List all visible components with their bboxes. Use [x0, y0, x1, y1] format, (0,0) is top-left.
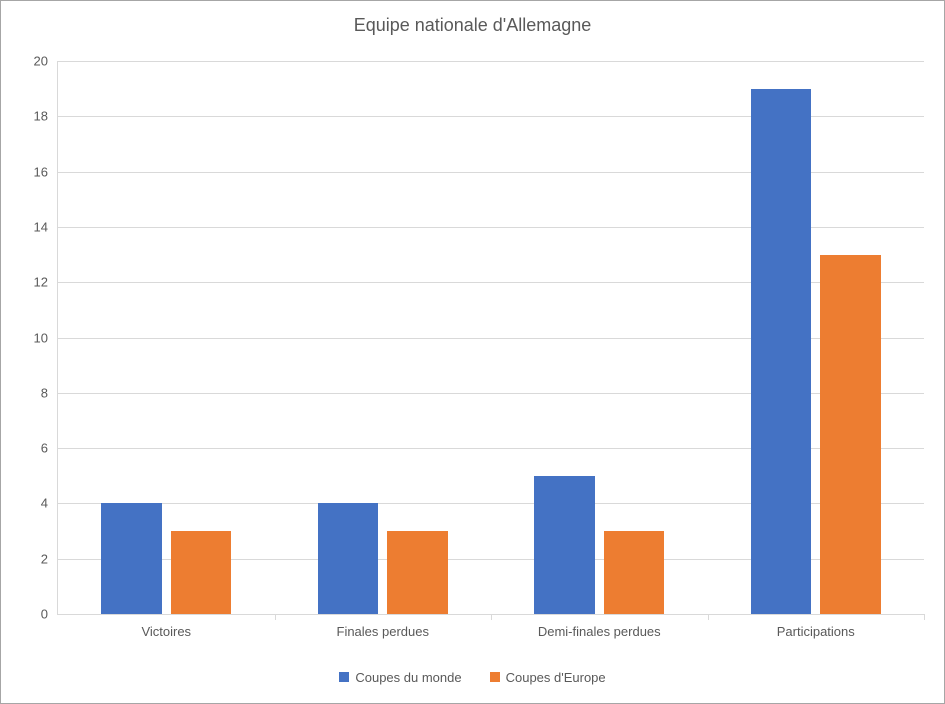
legend-swatch	[490, 672, 500, 682]
x-category-label: Finales perdues	[337, 614, 430, 639]
x-category-label: Participations	[777, 614, 855, 639]
y-tick-label: 4	[41, 496, 58, 511]
legend-item: Coupes du monde	[339, 670, 461, 685]
bar-coupes-d-europe	[604, 531, 665, 614]
chart-container: Equipe nationale d'Allemagne 02468101214…	[0, 0, 945, 704]
legend-item: Coupes d'Europe	[490, 670, 606, 685]
y-tick-label: 14	[34, 219, 58, 234]
bar-coupes-d-europe	[171, 531, 232, 614]
y-tick-label: 0	[41, 607, 58, 622]
y-tick-label: 12	[34, 275, 58, 290]
bar-coupes-d-europe	[387, 531, 448, 614]
y-tick-label: 18	[34, 109, 58, 124]
y-tick-label: 2	[41, 551, 58, 566]
bar-coupes-du-monde	[751, 89, 812, 614]
x-category-label: Victoires	[141, 614, 191, 639]
y-tick-label: 8	[41, 385, 58, 400]
y-tick-label: 16	[34, 164, 58, 179]
y-tick-label: 6	[41, 441, 58, 456]
x-tick	[924, 614, 925, 620]
y-tick-label: 20	[34, 54, 58, 69]
bar-coupes-du-monde	[318, 503, 379, 614]
plot-area: 02468101214161820VictoiresFinales perdue…	[57, 61, 924, 615]
chart-title: Equipe nationale d'Allemagne	[1, 1, 944, 36]
legend: Coupes du monde Coupes d'Europe	[1, 670, 944, 686]
x-tick	[491, 614, 492, 620]
bar-coupes-d-europe	[820, 255, 881, 614]
legend-swatch	[339, 672, 349, 682]
gridline	[58, 61, 924, 62]
x-category-label: Demi-finales perdues	[538, 614, 661, 639]
x-tick	[708, 614, 709, 620]
x-tick	[275, 614, 276, 620]
bar-coupes-du-monde	[101, 503, 162, 614]
y-tick-label: 10	[34, 330, 58, 345]
legend-label: Coupes d'Europe	[506, 670, 606, 685]
legend-label: Coupes du monde	[355, 670, 461, 685]
bar-coupes-du-monde	[534, 476, 595, 614]
